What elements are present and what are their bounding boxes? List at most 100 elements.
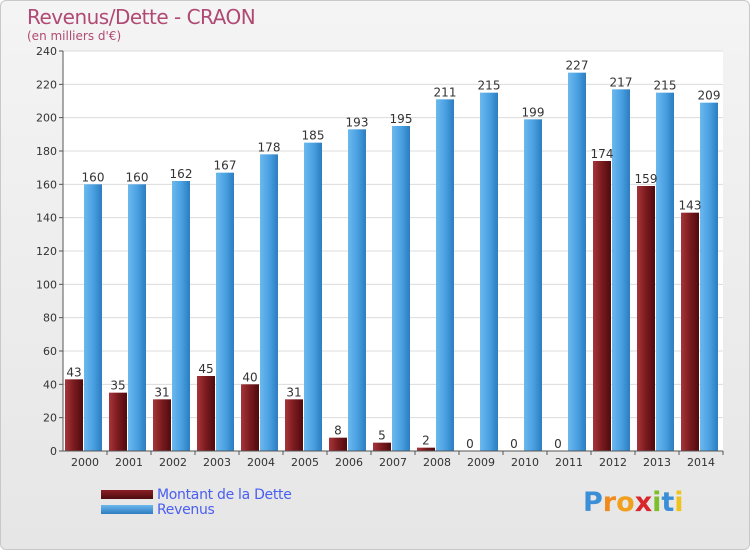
data-label-revenue: 209 (698, 89, 721, 103)
bar-debt (241, 384, 259, 451)
legend-label-debt: Montant de la Dette (157, 486, 292, 503)
data-label-debt: 35 (110, 379, 125, 393)
data-label-revenue: 162 (170, 167, 193, 181)
x-tick-label: 2002 (159, 456, 187, 469)
y-tick-label: 120 (36, 245, 57, 258)
data-label-debt: 174 (591, 147, 614, 161)
bar-revenue (128, 184, 146, 452)
legend-swatch-revenue (101, 505, 153, 514)
y-tick-label: 80 (43, 312, 57, 325)
x-tick-label: 2001 (115, 456, 143, 469)
data-label-revenue: 227 (566, 59, 589, 73)
data-label-debt: 0 (466, 437, 474, 451)
data-label-debt: 2 (422, 434, 430, 448)
bar-debt (593, 161, 611, 451)
proxiti-logo: Proxiti (583, 487, 684, 518)
bar-debt (637, 186, 655, 451)
bar-revenue (524, 119, 542, 451)
x-tick-label: 2011 (555, 456, 583, 469)
bar-debt (153, 399, 171, 451)
data-label-revenue: 215 (654, 79, 677, 93)
bar-revenue (304, 142, 322, 451)
bar-debt (197, 376, 215, 451)
bar-revenue (480, 92, 498, 452)
data-label-debt: 31 (286, 385, 301, 399)
y-tick-label: 220 (36, 78, 57, 91)
bar-revenue (84, 184, 102, 452)
legend: Montant de la Dette Revenus (101, 486, 292, 518)
logo-letter: r (602, 487, 617, 518)
bar-debt (329, 437, 347, 451)
bar-revenue (260, 154, 278, 452)
y-tick-label: 200 (36, 112, 57, 125)
y-tick-label: 100 (36, 278, 57, 291)
y-tick-label: 40 (43, 378, 57, 391)
x-tick-label: 2006 (335, 456, 363, 469)
data-label-revenue: 160 (82, 170, 105, 184)
data-label-debt: 0 (554, 437, 562, 451)
x-tick-label: 2009 (467, 456, 495, 469)
bar-revenue (656, 92, 674, 452)
bar-revenue (216, 172, 234, 451)
bars (65, 72, 718, 452)
logo-letter: i (652, 487, 662, 518)
bar-revenue (568, 72, 586, 452)
legend-swatch-debt (101, 490, 153, 499)
chart-subtitle: (en milliers d'€) (27, 29, 122, 43)
data-label-debt: 45 (198, 362, 213, 376)
y-tick-label: 160 (36, 178, 57, 191)
bar-chart: 4316035160311624516740178311858193519522… (36, 45, 724, 469)
y-tick-label: 60 (43, 345, 57, 358)
x-tick-label: 2005 (291, 456, 319, 469)
legend-item-debt: Montant de la Dette (101, 486, 292, 503)
bar-debt (109, 392, 127, 451)
data-labels: 4316035160311624516740178311858193519522… (66, 59, 720, 451)
logo-letter: t (661, 487, 675, 518)
x-tick-label: 2003 (203, 456, 231, 469)
data-label-revenue: 211 (434, 85, 457, 99)
bar-debt (373, 442, 391, 451)
x-tick-label: 2000 (71, 456, 99, 469)
bar-debt (417, 447, 435, 451)
x-tick-label: 2012 (599, 456, 627, 469)
x-tick-label: 2004 (247, 456, 275, 469)
logo-letter: i (674, 487, 684, 518)
data-label-revenue: 193 (346, 115, 369, 129)
y-tick-label: 20 (43, 412, 57, 425)
bar-revenue (700, 102, 718, 452)
data-label-revenue: 167 (214, 159, 237, 173)
data-label-revenue: 215 (478, 79, 501, 93)
bar-debt (285, 399, 303, 451)
data-label-debt: 0 (510, 437, 518, 451)
logo-letter: P (583, 487, 603, 518)
x-tick-label: 2014 (687, 456, 715, 469)
x-tick-label: 2013 (643, 456, 671, 469)
bar-revenue (612, 89, 630, 451)
y-tick-label: 140 (36, 212, 57, 225)
y-tick-label: 180 (36, 145, 57, 158)
x-tick-label: 2008 (423, 456, 451, 469)
legend-label-revenue: Revenus (157, 501, 215, 518)
y-tick-label: 0 (50, 445, 57, 458)
y-tick-label: 240 (36, 45, 57, 58)
legend-item-revenue: Revenus (101, 501, 292, 518)
chart-title: Revenus/Dette - CRAON (27, 5, 256, 29)
data-label-debt: 8 (334, 424, 342, 438)
bar-revenue (392, 126, 410, 451)
data-label-debt: 5 (378, 429, 386, 443)
data-label-revenue: 195 (390, 112, 413, 126)
x-tick-label: 2007 (379, 456, 407, 469)
data-label-debt: 40 (242, 370, 257, 384)
bar-debt (65, 379, 83, 451)
data-label-revenue: 160 (126, 170, 149, 184)
bar-revenue (172, 181, 190, 451)
data-label-revenue: 199 (522, 105, 545, 119)
data-label-debt: 31 (154, 385, 169, 399)
data-label-revenue: 185 (302, 129, 325, 143)
bar-revenue (436, 99, 454, 451)
logo-letter: o (616, 487, 635, 518)
data-label-debt: 159 (635, 172, 658, 186)
data-label-debt: 43 (66, 365, 81, 379)
